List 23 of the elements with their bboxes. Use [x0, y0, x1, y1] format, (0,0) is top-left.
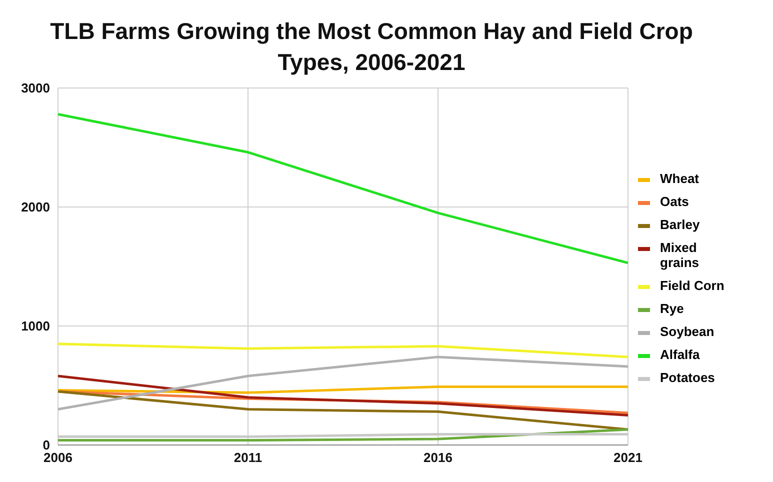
legend-label: Wheat [660, 171, 700, 186]
x-tick-label: 2021 [614, 450, 642, 466]
legend-label: Barley [660, 217, 701, 232]
x-tick-label: 2011 [234, 450, 262, 466]
y-tick-label: 1000 [21, 318, 50, 334]
y-tick-label: 0 [42, 438, 50, 453]
legend-label: Rye [660, 301, 685, 316]
line-series [58, 390, 628, 431]
y-tick-label: 2000 [21, 200, 50, 215]
line-series [58, 374, 628, 416]
line-series [58, 342, 628, 358]
line-series [58, 356, 628, 411]
legend-label: Potatoes [660, 370, 716, 385]
x-tick-label: 2006 [44, 450, 72, 466]
chart-title: TLB Farms Growing the Most Common Hay and Field Crop Types, 2006-2021 [49, 17, 694, 77]
legend-label: Field Corn [660, 278, 726, 293]
x-tick-label: 2016 [424, 450, 452, 466]
line-series [58, 112, 628, 264]
legend-label: Mixed grains [660, 240, 700, 270]
legend-label: Oats [660, 194, 690, 209]
legend-label: Alfalfa [660, 347, 701, 362]
legend-label: Soybean [660, 324, 716, 339]
y-tick-label: 3000 [21, 80, 50, 96]
